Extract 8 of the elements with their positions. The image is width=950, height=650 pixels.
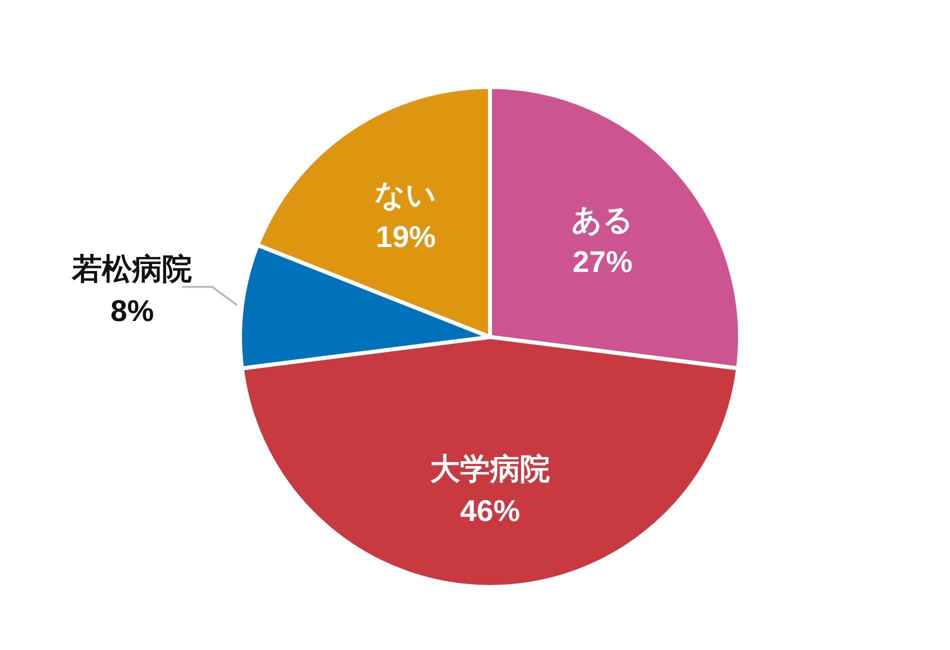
slice-label: 若松病院 <box>71 252 192 286</box>
data-label: 27% <box>572 246 633 279</box>
data-label: 8% <box>110 294 154 328</box>
data-label: 46% <box>460 495 520 528</box>
data-label: 19% <box>376 220 436 254</box>
slice-label: 大学病院 <box>430 453 550 486</box>
slice-label: ある <box>572 204 634 237</box>
slice-label: ない <box>374 178 437 212</box>
